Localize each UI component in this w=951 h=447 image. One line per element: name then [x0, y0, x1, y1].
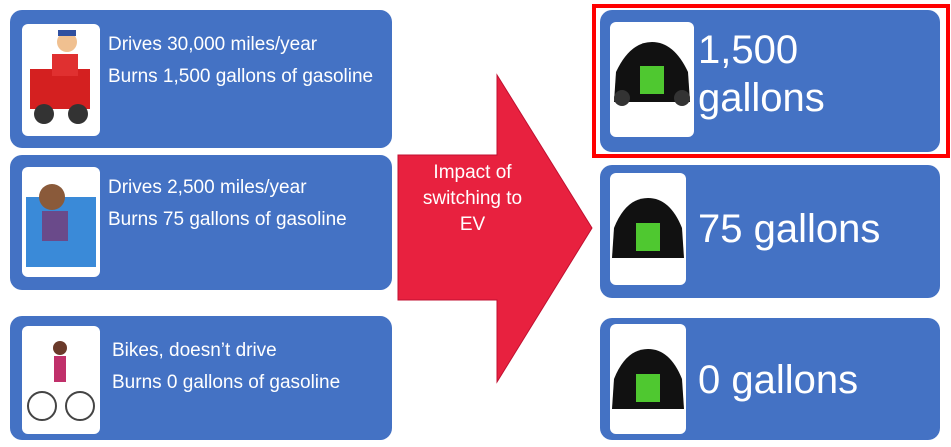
ev-icon	[610, 324, 686, 434]
ev-icon	[610, 173, 686, 285]
slide: Drives 30,000 miles/year Burns 1,500 gal…	[0, 0, 951, 447]
arrow-label: Impact of switching to EV	[410, 160, 535, 238]
result-box: 0 gallons	[600, 318, 940, 440]
result-box: 75 gallons	[600, 165, 940, 298]
highlight	[592, 4, 950, 158]
result: 0 gallons	[698, 356, 938, 404]
result: 75 gallons	[698, 205, 938, 253]
